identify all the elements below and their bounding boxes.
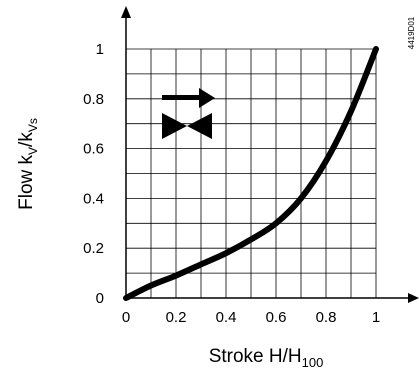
grid	[126, 49, 376, 298]
x-axis-arrow-icon	[408, 293, 419, 303]
y-tick-label: 0.4	[83, 190, 104, 207]
y-tick-label: 1	[96, 41, 104, 58]
y-tick-labels: 0 0.2 0.4 0.6 0.8 1	[83, 41, 104, 307]
figure-code: 4419D01	[407, 16, 416, 49]
y-axis-title: Flow kV/kVs	[16, 118, 40, 210]
x-tick-label: 0.2	[166, 309, 187, 326]
y-tick-label: 0	[96, 290, 104, 307]
x-tick-labels: 0 0.2 0.4 0.6 0.8 1	[122, 309, 380, 326]
x-tick-label: 1	[372, 309, 380, 326]
x-tick-label: 0	[122, 309, 130, 326]
y-tick-label: 0.8	[83, 91, 104, 108]
y-axis-arrow-icon	[121, 6, 131, 18]
flow-direction-valve-icon	[162, 88, 215, 139]
x-tick-label: 0.6	[266, 309, 287, 326]
x-axis-title: Stroke H/H100	[209, 346, 324, 370]
y-tick-label: 0.2	[83, 240, 104, 257]
x-tick-label: 0.4	[216, 309, 237, 326]
x-tick-label: 0.8	[316, 309, 337, 326]
y-tick-label: 0.6	[83, 141, 104, 158]
